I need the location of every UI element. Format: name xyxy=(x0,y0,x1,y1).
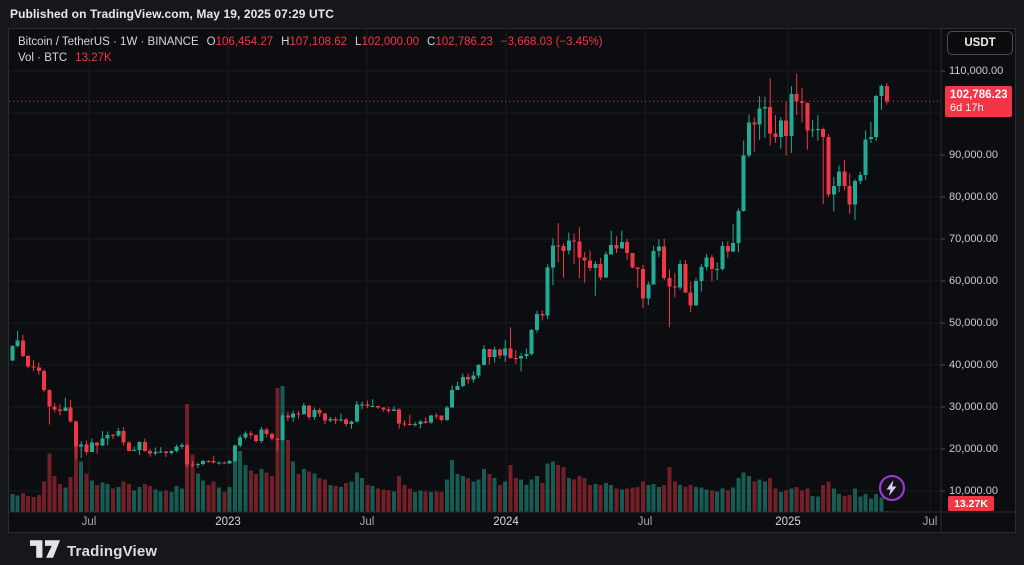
close-label: C xyxy=(427,36,436,48)
bar-countdown: 6d 17h xyxy=(950,102,984,114)
low-group: L102,000.00 xyxy=(355,36,419,48)
volume-series-value: 13.27K xyxy=(75,52,112,64)
high-group: H107,108.62 xyxy=(281,36,347,48)
open-value: 106,454.27 xyxy=(215,36,274,48)
high-value: 107,108.62 xyxy=(289,36,348,48)
flash-button[interactable] xyxy=(877,473,907,503)
symbol-title: Bitcoin / TetherUS · 1W · BINANCE xyxy=(18,36,199,48)
low-label: L xyxy=(355,36,362,48)
currency-toggle-button[interactable]: USDT xyxy=(947,31,1013,55)
volume-series-label: Vol · BTC xyxy=(18,52,68,64)
lightning-icon xyxy=(879,475,905,501)
publish-bar: Published on TradingView.com, May 19, 20… xyxy=(0,0,1024,28)
close-value: 102,786.23 xyxy=(435,36,493,48)
current-price-label: 102,786.23 6d 17h xyxy=(945,86,1012,117)
tradingview-logo-icon[interactable] xyxy=(30,540,60,563)
change-value: −3,668.03 (−3.45%) xyxy=(500,36,603,48)
low-value: 102,000.00 xyxy=(361,36,420,48)
footer: TradingView xyxy=(30,540,157,563)
close-group: C102,786.23 xyxy=(427,36,493,48)
legend-ohlc-row: Bitcoin / TetherUS · 1W · BINANCE O106,4… xyxy=(18,34,603,50)
volume-value-label: 13.27K xyxy=(948,496,994,511)
open-label: O xyxy=(206,36,216,48)
chart-legend: Bitcoin / TetherUS · 1W · BINANCE O106,4… xyxy=(18,34,603,66)
chart-frame: Bitcoin / TetherUS · 1W · BINANCE O106,4… xyxy=(8,28,1016,533)
open-group: O106,454.27 xyxy=(207,36,274,48)
publish-text: Published on TradingView.com, May 19, 20… xyxy=(10,7,334,21)
tradingview-wordmark[interactable]: TradingView xyxy=(67,543,158,560)
legend-volume-row: Vol · BTC 13.27K xyxy=(18,50,603,66)
current-price-value: 102,786.23 xyxy=(950,89,1008,101)
candlestick-chart[interactable] xyxy=(9,29,1016,533)
high-label: H xyxy=(281,36,290,48)
